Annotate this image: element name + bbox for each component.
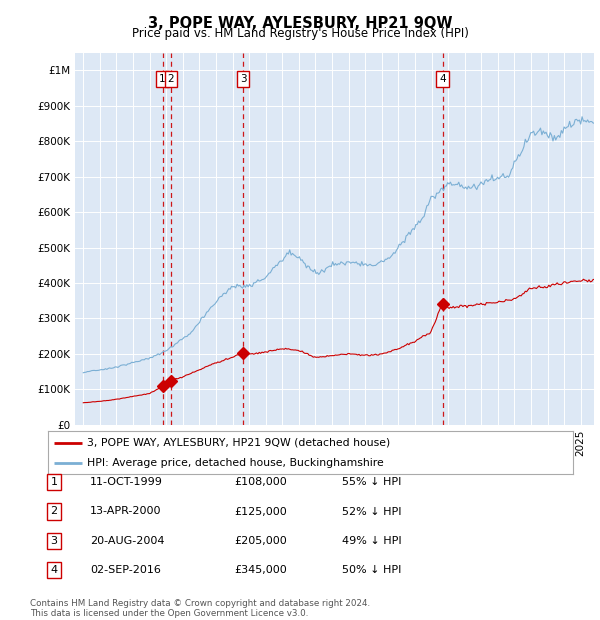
Text: 3: 3 xyxy=(50,536,58,546)
Text: 52% ↓ HPI: 52% ↓ HPI xyxy=(342,507,401,516)
Text: 1: 1 xyxy=(159,74,166,84)
Text: £205,000: £205,000 xyxy=(234,536,287,546)
Text: 4: 4 xyxy=(439,74,446,84)
Text: 3: 3 xyxy=(240,74,247,84)
Text: 2: 2 xyxy=(167,74,174,84)
Text: £125,000: £125,000 xyxy=(234,507,287,516)
Text: 3, POPE WAY, AYLESBURY, HP21 9QW (detached house): 3, POPE WAY, AYLESBURY, HP21 9QW (detach… xyxy=(88,438,391,448)
Text: 3, POPE WAY, AYLESBURY, HP21 9QW: 3, POPE WAY, AYLESBURY, HP21 9QW xyxy=(148,16,452,30)
Text: HPI: Average price, detached house, Buckinghamshire: HPI: Average price, detached house, Buck… xyxy=(88,458,384,467)
Text: 49% ↓ HPI: 49% ↓ HPI xyxy=(342,536,401,546)
Text: 11-OCT-1999: 11-OCT-1999 xyxy=(90,477,163,487)
Text: £345,000: £345,000 xyxy=(234,565,287,575)
Text: 2: 2 xyxy=(50,507,58,516)
Text: 20-AUG-2004: 20-AUG-2004 xyxy=(90,536,164,546)
Text: 4: 4 xyxy=(50,565,58,575)
Text: Price paid vs. HM Land Registry's House Price Index (HPI): Price paid vs. HM Land Registry's House … xyxy=(131,27,469,40)
Text: 1: 1 xyxy=(50,477,58,487)
Text: Contains HM Land Registry data © Crown copyright and database right 2024.
This d: Contains HM Land Registry data © Crown c… xyxy=(30,599,370,618)
Text: 02-SEP-2016: 02-SEP-2016 xyxy=(90,565,161,575)
Text: 55% ↓ HPI: 55% ↓ HPI xyxy=(342,477,401,487)
Text: 50% ↓ HPI: 50% ↓ HPI xyxy=(342,565,401,575)
Text: £108,000: £108,000 xyxy=(234,477,287,487)
Text: 13-APR-2000: 13-APR-2000 xyxy=(90,507,161,516)
